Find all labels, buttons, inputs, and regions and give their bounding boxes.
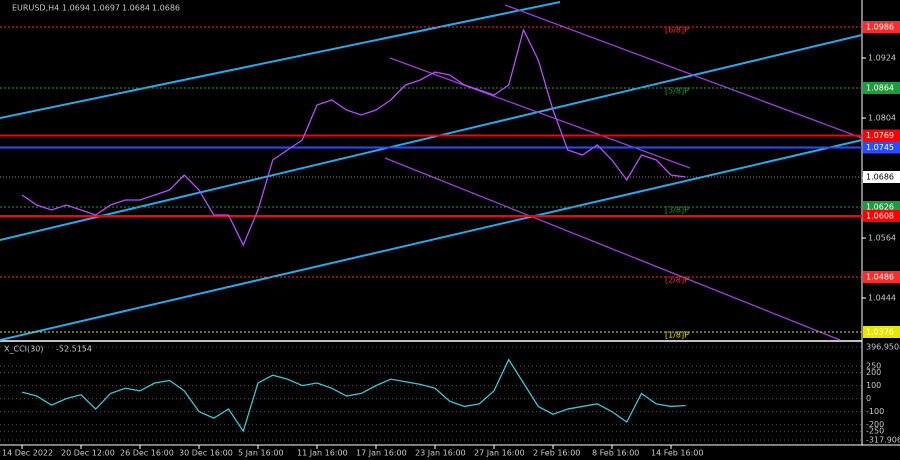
y-tick-label: -100 — [866, 407, 884, 416]
y-tick-label: 1.0444 — [868, 294, 896, 303]
level-label: [5/8]P — [665, 87, 689, 96]
y-tick-label: 396.9508 — [866, 343, 900, 352]
level-price: 1.0986 — [866, 23, 894, 32]
level-label: [1/8]P — [665, 331, 689, 340]
channel — [0, 1, 863, 341]
channel-line — [389, 57, 691, 169]
level-box — [863, 141, 900, 154]
x-tick-label: 20 Dec 12:00 — [61, 449, 115, 458]
x-tick-label: 14 Dec 2022 — [2, 449, 53, 458]
y-tick-label: 200 — [866, 368, 881, 377]
y-tick-label: 0 — [866, 394, 871, 403]
y-tick-label: 1.0804 — [868, 114, 896, 123]
last-price-box — [863, 171, 900, 183]
level-price: 1.0745 — [866, 143, 894, 152]
price-line — [21, 28, 686, 247]
level-label: [3/8]P — [665, 206, 689, 215]
x-tick-label: 2 Feb 16:00 — [533, 449, 580, 458]
level-box — [863, 82, 900, 94]
level-price: 1.0608 — [866, 212, 894, 221]
level-box — [863, 326, 900, 338]
channel-line — [0, 139, 863, 341]
indicator-title: X_CCI(30) — [4, 345, 43, 354]
y-tick-label: -250 — [866, 427, 884, 436]
level-price: 1.0376 — [866, 328, 894, 337]
y-tick-label: -200 — [866, 420, 884, 429]
level-box — [863, 21, 900, 33]
channel-line — [384, 157, 841, 341]
indicator-value: -52.5154 — [56, 345, 92, 354]
quote-value: 1.0686 — [152, 4, 180, 13]
quote-value: 1.0694 — [62, 4, 90, 13]
price-line — [21, 358, 686, 433]
symbol: EURUSD,H4 — [12, 4, 59, 13]
x-tick-label: 23 Jan 16:00 — [415, 449, 466, 458]
level-box — [863, 129, 900, 142]
level-label: [2/8]P — [665, 276, 689, 285]
channel-line — [0, 34, 863, 241]
x-tick-label: 30 Dec 16:00 — [179, 449, 233, 458]
y-tick-label: -317.9063 — [866, 436, 900, 445]
level-box — [863, 210, 900, 222]
level-box — [863, 271, 900, 283]
level-price: 1.0486 — [866, 273, 894, 282]
quote-value: 1.0697 — [92, 4, 120, 13]
quote-value: 1.0684 — [122, 4, 150, 13]
channel-line — [0, 1, 561, 119]
x-tick-label: 17 Jan 16:00 — [356, 449, 407, 458]
level-price: 1.0769 — [866, 131, 894, 140]
y-tick-label: 1.0564 — [868, 234, 896, 243]
level-label: [6/8]P — [665, 26, 689, 35]
x-tick-label: 5 Jan 16:00 — [238, 449, 284, 458]
y-tick-label: 250 — [866, 362, 881, 371]
level-price: 1.0626 — [866, 203, 894, 212]
x-tick-label: 14 Feb 16:00 — [651, 449, 703, 458]
x-tick-label: 8 Feb 16:00 — [592, 449, 639, 458]
x-tick-label: 26 Dec 16:00 — [120, 449, 174, 458]
y-tick-label: 100 — [866, 381, 881, 390]
last-price: 1.0686 — [866, 173, 894, 182]
x-tick-label: 27 Jan 16:00 — [474, 449, 525, 458]
x-tick-label: 11 Jan 16:00 — [297, 449, 348, 458]
y-tick-label: 1.0924 — [868, 54, 896, 63]
level-price: 1.0864 — [866, 84, 894, 93]
